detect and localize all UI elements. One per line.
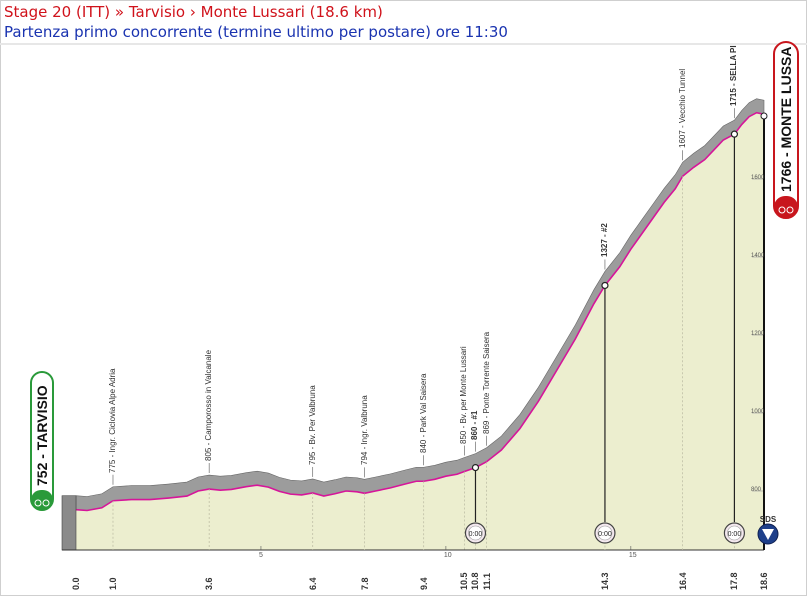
alt-axis-label: 1000	[751, 409, 765, 415]
km-label: 6.4	[307, 577, 318, 590]
finish-dot	[760, 112, 768, 120]
finish-bike-icon	[778, 206, 786, 214]
waypoint-label: 1607 - Vecchio Tunnel	[677, 69, 687, 149]
km-label: 0.0	[71, 577, 81, 590]
km-label: 14.3	[599, 572, 610, 590]
clock-face	[727, 525, 742, 541]
header-divider	[0, 43, 807, 45]
km-label: 16.4	[677, 572, 688, 590]
time-check-label: 0:00	[598, 531, 612, 538]
waypoint-label: 1327 - #2	[599, 223, 609, 258]
clock-face	[468, 525, 483, 541]
finish-label: 1766 - MONTE LUSSA	[778, 46, 794, 192]
km-label: 18.6	[759, 572, 769, 590]
time-check-label: 0:00	[728, 531, 742, 538]
km-label: 17.8	[729, 572, 740, 590]
finish-badge-icon-bg	[774, 196, 798, 218]
waypoint-label: 850 - Bv. per Monte Lussari	[459, 345, 469, 444]
km-small-tick-label: 10	[443, 552, 452, 559]
alt-axis-label: 1600	[751, 175, 765, 181]
bike-icon	[34, 499, 42, 507]
sds-arrow-icon	[762, 529, 774, 540]
km-small-tick-label: 15	[628, 552, 637, 559]
waypoint-label: 1715 - SELLA PI	[729, 45, 739, 107]
time-check-dot	[730, 130, 739, 138]
terrain-fill	[76, 112, 764, 550]
km-label: 9.4	[418, 577, 429, 590]
km-label: 10.5	[459, 572, 470, 590]
stage-subtitle: Partenza primo concorrente (termine ulti…	[4, 23, 508, 41]
clock-face	[597, 525, 613, 541]
waypoint-label: 840 - Park Val Saisera	[418, 373, 428, 454]
sds-label: SDS	[760, 515, 777, 524]
start-label: 752 - TARVISIO	[34, 385, 50, 486]
time-check-dot	[601, 281, 609, 290]
km-label: 7.8	[359, 577, 370, 590]
time-check-dot	[471, 464, 480, 472]
km-small-tick-label: 5	[258, 552, 263, 559]
alt-axis-label: 1400	[751, 253, 765, 259]
km-label: 11.1	[481, 572, 492, 590]
start-block	[61, 495, 77, 551]
km-label: 1.0	[107, 577, 118, 590]
waypoint-label: 860 - #1	[470, 410, 480, 440]
alt-axis-label: 800	[751, 487, 762, 493]
profile-edge	[75, 111, 765, 512]
km-label: 3.6	[204, 577, 215, 590]
km-label: 10.8	[470, 572, 481, 590]
start-badge-icon-bg	[31, 490, 53, 510]
alt-axis-label: 1200	[751, 331, 765, 337]
time-check-label: 0:00	[469, 531, 483, 538]
waypoint-label: 795 - Bv. Per Valbruna	[307, 385, 317, 465]
stage-title: Stage 20 (ITT) » Tarvisio › Monte Lussar…	[4, 3, 383, 21]
bike-icon-wheel	[42, 499, 50, 507]
waypoint-label: 805 - Camporosso in Valcanale	[204, 350, 214, 462]
waypoint-label: 869 - Ponte Torrente Saisera	[481, 331, 491, 434]
waypoint-label: 794 - Ingr. Valbruna	[359, 395, 369, 466]
waypoint-label: 775 - Ingr. Ciclovia Alpe Adria	[107, 368, 117, 473]
finish-bike-icon-wheel	[786, 206, 794, 214]
